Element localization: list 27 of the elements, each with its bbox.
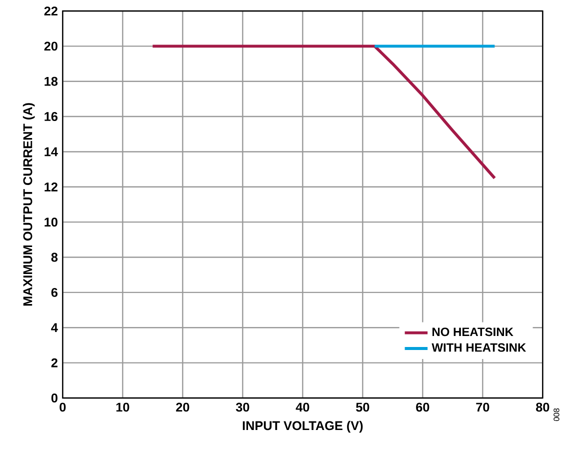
y-axis-title: MAXIMUM OUTPUT CURRENT (A) <box>22 103 35 306</box>
x-tick-label: 50 <box>356 402 370 412</box>
legend-label: NO HEATSINK <box>432 328 514 336</box>
x-tick-label: 60 <box>416 402 430 412</box>
y-tick-label: 16 <box>44 112 58 122</box>
y-tick-label: 10 <box>44 218 58 227</box>
x-tick-label: 10 <box>116 402 130 412</box>
y-tick-label: 0 <box>51 394 58 402</box>
x-tick-label: 30 <box>236 402 250 412</box>
y-tick-label: 12 <box>44 182 58 192</box>
line-series <box>151 44 496 180</box>
x-tick-label: 70 <box>476 402 490 412</box>
x-tick-label: 80 <box>536 402 550 412</box>
y-tick-label: 2 <box>51 358 58 368</box>
legend-label: WITH HEATSINK <box>432 343 526 352</box>
x-tick-label: 20 <box>176 402 190 412</box>
y-tick-label: 22 <box>44 6 58 16</box>
x-tick-label: 0 <box>60 402 66 412</box>
y-tick-label: 4 <box>51 323 58 332</box>
y-tick-label: 18 <box>44 76 58 86</box>
y-tick-label: 20 <box>44 42 58 51</box>
y-tick-label: 6 <box>51 288 58 297</box>
y-tick-label: 14 <box>44 147 58 156</box>
text: 008 <box>554 408 560 422</box>
x-axis-title: INPUT VOLTAGE (V) <box>242 420 363 433</box>
y-tick-label: 8 <box>51 252 58 262</box>
x-tick-label: 40 <box>296 402 310 412</box>
